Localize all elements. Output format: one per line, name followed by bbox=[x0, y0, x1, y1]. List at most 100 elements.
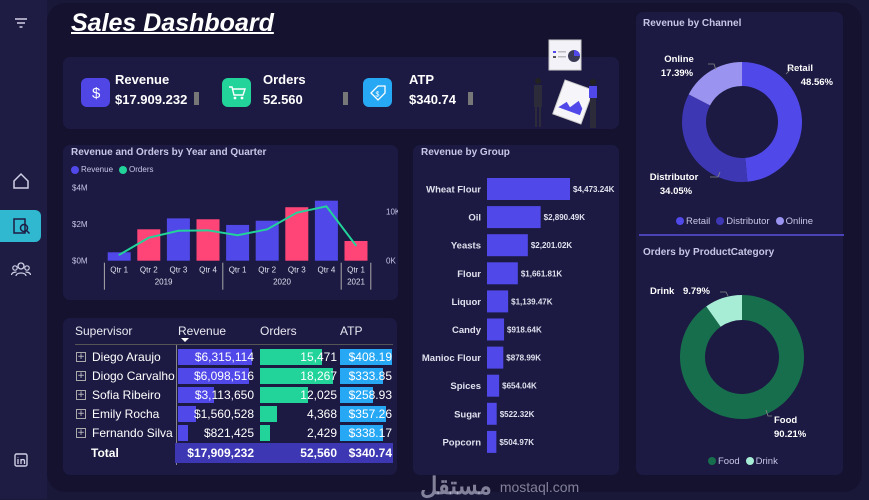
total-label: Total bbox=[91, 446, 119, 460]
legend-item-revenue[interactable]: Revenue bbox=[71, 165, 113, 174]
group-value-label: $654.04K bbox=[502, 382, 537, 391]
svg-text:$: $ bbox=[375, 91, 379, 98]
analytics-icon[interactable] bbox=[0, 210, 41, 242]
filter-icon[interactable] bbox=[6, 12, 36, 34]
legend-label: Online bbox=[785, 216, 814, 227]
orders-point bbox=[325, 205, 328, 208]
revenue-bar bbox=[166, 218, 190, 261]
people-icon[interactable] bbox=[6, 258, 36, 280]
header-supervisor[interactable]: Supervisor bbox=[75, 324, 133, 338]
revenue-bar bbox=[285, 207, 309, 261]
orders-databar bbox=[260, 387, 309, 403]
revenue-cell: $1,560,528 bbox=[193, 407, 254, 421]
y-right-tick: 0K bbox=[386, 257, 396, 266]
distributor-percent: 34.05% bbox=[660, 186, 693, 197]
total-bg bbox=[175, 443, 393, 463]
total-revenue: $17,909,232 bbox=[187, 446, 254, 460]
quarter-label: Qtr 1 bbox=[110, 266, 128, 275]
table-row[interactable]: + Diego Araujo $6,315,114 15,471 $408.19 bbox=[63, 347, 397, 366]
orders-cell: 12,025 bbox=[300, 388, 337, 402]
header-revenue[interactable]: Revenue bbox=[178, 324, 227, 338]
header-atp[interactable]: ATP bbox=[340, 324, 363, 338]
total-atp: $340.74 bbox=[348, 446, 392, 460]
channel-category-card: Revenue by Channel Orders by ProductCate… bbox=[636, 12, 844, 475]
legend-item-drink[interactable]: Drink bbox=[745, 456, 778, 467]
chart-title: Revenue by Group bbox=[421, 147, 510, 158]
atp-databar bbox=[340, 349, 392, 365]
watermark-arabic: مستقل bbox=[420, 473, 492, 500]
kpi-atp-indicator bbox=[468, 92, 473, 105]
supervisor-table: Supervisor Revenue Orders ATP + Diego Ar… bbox=[63, 318, 397, 475]
orders-point bbox=[118, 254, 120, 256]
legend-label: Retail bbox=[686, 216, 711, 227]
sort-desc-icon[interactable] bbox=[181, 338, 189, 342]
linkedin-icon[interactable] bbox=[6, 449, 36, 471]
quarter-label: Qtr 1 bbox=[229, 266, 247, 275]
drink-percent: 9.79% bbox=[683, 286, 710, 297]
table-row[interactable]: + Sofia Ribeiro $3,113,650 12,025 $258.9… bbox=[63, 385, 397, 404]
atp-cell: $333.85 bbox=[348, 369, 392, 383]
distributor-dot-icon bbox=[716, 217, 725, 226]
food-percent: 90.21% bbox=[774, 429, 807, 440]
quarter-label: Qtr 3 bbox=[170, 266, 188, 275]
donut-charts: Retail 48.56% Online 17.39% Distributor 34.05… bbox=[650, 54, 834, 440]
revenue-bar bbox=[107, 252, 131, 261]
chart-legend: Revenue Orders bbox=[71, 165, 153, 174]
table-row[interactable]: + Fernando Silva $821,425 2,429 $338.17 bbox=[63, 423, 397, 442]
quarter-label: Qtr 4 bbox=[199, 266, 217, 275]
online-dot-icon bbox=[775, 217, 784, 226]
table-row[interactable]: + Emily Rocha $1,560,528 4,368 $357.26 bbox=[63, 404, 397, 423]
home-icon[interactable] bbox=[6, 170, 36, 192]
kpi-revenue-indicator bbox=[194, 92, 199, 105]
group-value-label: $918.64K bbox=[507, 326, 542, 335]
atp-databar bbox=[340, 406, 386, 422]
year-label: 2019 bbox=[155, 278, 173, 287]
category-slice-drink bbox=[706, 295, 742, 327]
group-label: Manioc Flour bbox=[422, 353, 481, 364]
revenue-bar bbox=[226, 224, 250, 261]
group-bar bbox=[487, 262, 518, 285]
legend-label: Distributor bbox=[726, 216, 770, 227]
legend-label: Orders bbox=[129, 165, 154, 174]
supervisor-name: Fernando Silva bbox=[92, 426, 173, 440]
revenue-databar bbox=[178, 349, 252, 365]
orders-point bbox=[355, 244, 357, 247]
expand-icon[interactable]: + bbox=[76, 428, 86, 438]
expand-icon[interactable]: + bbox=[76, 390, 86, 400]
expand-icon[interactable]: + bbox=[76, 371, 86, 381]
group-bar bbox=[487, 234, 528, 257]
orders-point bbox=[266, 228, 268, 231]
section-divider bbox=[639, 234, 844, 236]
legend-item-distributor[interactable]: Distributor bbox=[716, 216, 770, 227]
orders-databar bbox=[260, 406, 278, 422]
legend-item-food[interactable]: Food bbox=[708, 456, 740, 467]
revenue-bar bbox=[196, 219, 220, 261]
legend-item-orders[interactable]: Orders bbox=[119, 165, 153, 174]
header-orders[interactable]: Orders bbox=[260, 324, 297, 338]
revenue-databar bbox=[178, 425, 188, 441]
supervisor-name: Emily Rocha bbox=[92, 407, 160, 421]
kpi-orders-label: Orders bbox=[263, 72, 306, 87]
revenue-bar bbox=[344, 240, 368, 261]
orders-databar bbox=[260, 349, 322, 365]
table-row[interactable]: + Diogo Carvalho $6,098,516 18,267 $333.… bbox=[63, 366, 397, 385]
orders-point bbox=[207, 229, 209, 232]
revenue-databar bbox=[178, 368, 250, 384]
supervisor-name: Diego Araujo bbox=[92, 350, 161, 364]
group-bar bbox=[487, 346, 504, 369]
expand-icon[interactable]: + bbox=[76, 352, 86, 362]
y-left-tick: $4M bbox=[72, 184, 88, 193]
atp-databar bbox=[340, 387, 373, 403]
orders-point bbox=[296, 211, 298, 214]
legend-item-retail[interactable]: Retail bbox=[676, 216, 710, 227]
atp-cell: $408.19 bbox=[348, 350, 392, 364]
kpi-atp-label: ATP bbox=[409, 72, 435, 87]
y-left-tick: $0M bbox=[72, 257, 88, 266]
revenue-by-group-card: Revenue by Group Wheat Flour $4,473.24K Oi… bbox=[413, 145, 619, 475]
legend-item-online[interactable]: Online bbox=[775, 216, 814, 227]
orders-cell: 15,471 bbox=[300, 350, 337, 364]
expand-icon[interactable]: + bbox=[76, 409, 86, 419]
group-label: Oil bbox=[468, 213, 481, 224]
orders-databar bbox=[260, 425, 270, 441]
revenue-cell: $821,425 bbox=[203, 426, 254, 440]
